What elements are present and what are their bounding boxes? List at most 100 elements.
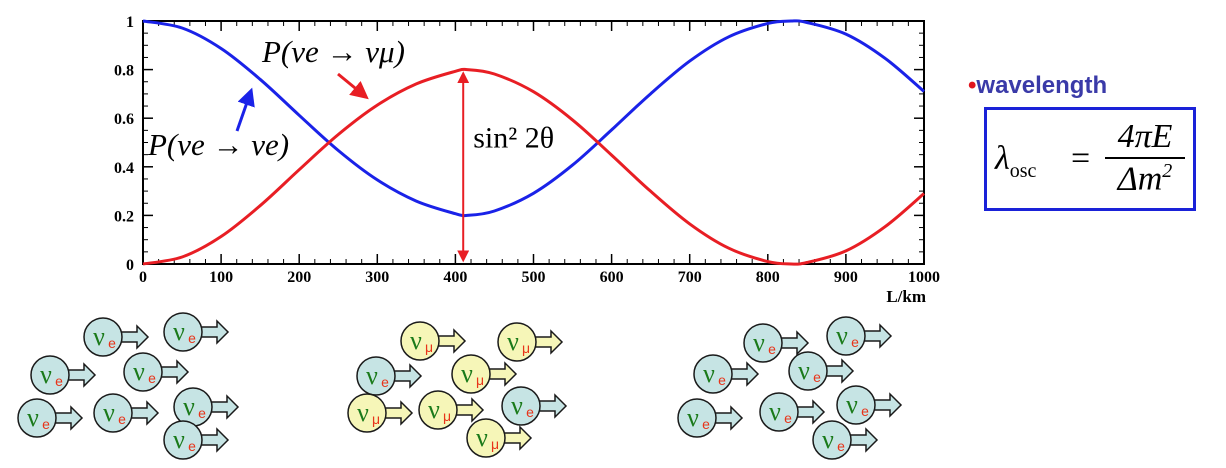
nu-symbol: ν (93, 322, 105, 351)
nu-symbol: ν (103, 398, 115, 427)
flavor-subscript-mu: μ (443, 408, 451, 424)
particle-groups: ν e ν eν e ν eν eν e ν eν eν μ ν μν e ν μν eν μ ν μν μν e ν eν e ν e… (17, 312, 903, 460)
y-tick-label: 0.8 (114, 63, 134, 80)
x-tick-label: 400 (443, 269, 467, 286)
particle-circle (30, 355, 70, 395)
formula-denominator: Δm2 (1105, 160, 1185, 198)
particle-circle (788, 351, 828, 391)
particle-circle (497, 322, 537, 362)
x-tick-label: 1000 (908, 269, 940, 286)
wavelength-heading: •wavelength (968, 72, 1107, 100)
flavor-subscript-mu: μ (476, 372, 484, 388)
particle-circle (163, 312, 203, 352)
flavor-subscript-e: e (526, 404, 534, 420)
nu-symbol: ν (476, 423, 488, 452)
particle-circle (812, 420, 852, 460)
flavor-subscript-e: e (702, 416, 710, 432)
flavor-subscript-e: e (381, 374, 389, 390)
direction-arrow-icon (533, 329, 564, 355)
nu-symbol: ν (27, 403, 39, 432)
flavor-subscript-e: e (108, 335, 116, 351)
flavor-subscript-e: e (148, 370, 156, 386)
nu-symbol: ν (687, 403, 699, 432)
direction-arrow-icon (209, 394, 240, 420)
particle-circle (17, 398, 57, 438)
oscillation-chart: 0 100 200 300 400 500 600 700 800 900 1000 0 0.2 0.4 0… (114, 14, 940, 306)
formula-fraction-bar (1105, 157, 1185, 159)
nu-symbol: ν (428, 395, 440, 424)
flavor-subscript-e: e (188, 438, 196, 454)
particle-group-left: ν e ν eν e ν eν eν e ν eν e (17, 312, 240, 460)
particle-circle (693, 354, 733, 394)
particle-circle (826, 316, 866, 356)
formula-delta-m: Δm (1117, 160, 1163, 198)
direction-arrow-icon (779, 330, 810, 356)
particle-circle (163, 420, 203, 460)
direction-arrow-icon (119, 324, 150, 350)
x-tick-label: 500 (522, 269, 546, 286)
flavor-subscript-e: e (861, 403, 869, 419)
y-tick-label: 1 (126, 14, 134, 31)
legend-arrow-appearance (337, 72, 369, 100)
particle-circle (356, 356, 396, 396)
flavor-subscript-mu: μ (372, 411, 380, 427)
x-tick-label: 100 (209, 269, 233, 286)
direction-arrow-icon (53, 405, 84, 431)
nu-symbol: ν (461, 359, 473, 388)
direction-arrow-icon (129, 400, 160, 426)
x-tick-label: 600 (600, 269, 624, 286)
x-tick-label: 900 (834, 269, 858, 286)
nu-symbol: ν (822, 425, 834, 454)
formula-osc: osc (1009, 159, 1037, 182)
wavelength-formula: λosc = 4πE Δm2 (995, 118, 1185, 202)
formula-lambda: λ (995, 140, 1010, 177)
direction-arrow-icon (487, 361, 518, 387)
y-tick-label: 0 (126, 257, 134, 274)
direction-arrow-icon (872, 392, 903, 418)
particle-circle (836, 385, 876, 425)
flavor-subscript-mu: μ (522, 340, 530, 356)
formula-den-exp: 2 (1162, 160, 1173, 182)
particle-circle (347, 393, 387, 433)
nu-symbol: ν (40, 360, 52, 389)
direction-arrow-icon (199, 319, 230, 345)
direction-arrow-icon (713, 405, 744, 431)
direction-arrow-icon (848, 427, 879, 453)
x-axis-label: L/km (886, 287, 926, 306)
x-tick-label: 200 (287, 269, 311, 286)
nu-symbol: ν (753, 328, 765, 357)
flavor-subscript-e: e (718, 372, 726, 388)
direction-arrow-icon (199, 427, 230, 453)
bullet-dot: • (968, 72, 977, 99)
particle-group-middle: ν μ ν μν e ν μν eν μ ν μν μ (347, 321, 568, 458)
flavor-subscript-e: e (198, 405, 206, 421)
legend-label-survival: P(νe → νe) (147, 127, 289, 162)
formula-lhs: λosc (995, 140, 1036, 183)
nu-symbol: ν (846, 390, 858, 419)
flavor-subscript-e: e (813, 369, 821, 385)
direction-arrow-icon (454, 397, 485, 423)
flavor-subscript-e: e (784, 410, 792, 426)
formula-equals: = (1071, 140, 1091, 177)
flavor-subscript-e: e (118, 411, 126, 427)
direction-arrow-icon (729, 361, 760, 387)
particle-circle (677, 398, 717, 438)
nu-symbol: ν (173, 317, 185, 346)
flavor-subscript-mu: μ (425, 339, 433, 355)
nu-symbol: ν (357, 398, 369, 427)
